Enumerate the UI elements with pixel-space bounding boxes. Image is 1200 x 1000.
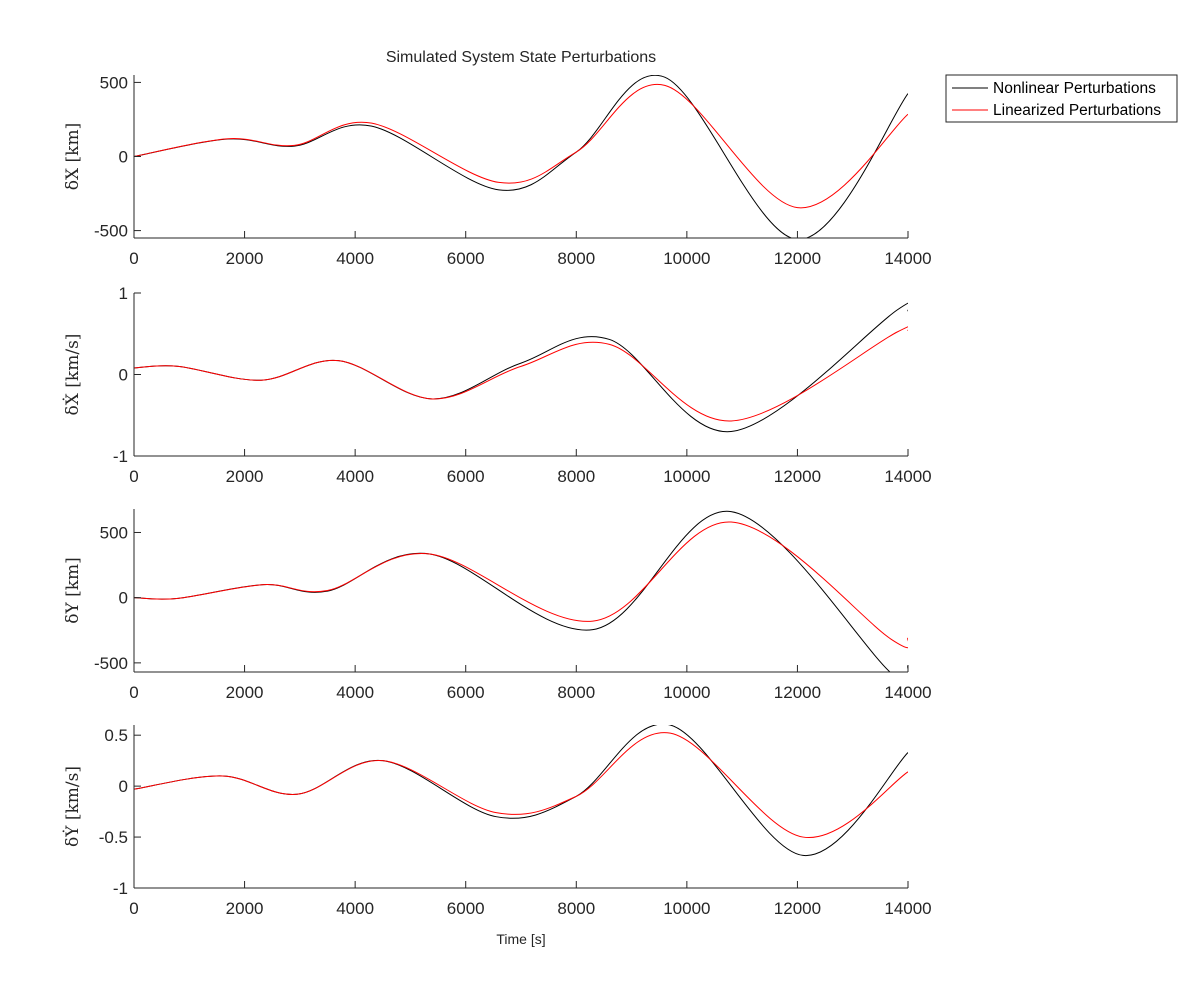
y-tick-label: 0 [119, 777, 128, 796]
legend-label-nonlinear: Nonlinear Perturbations [993, 80, 1156, 97]
legend-label-linearized: Linearized Perturbations [993, 102, 1161, 119]
x-tick-label: 6000 [447, 467, 485, 486]
x-tick-label: 14000 [884, 249, 931, 268]
y-tick-label: 1 [119, 284, 128, 303]
x-tick-label: 2000 [226, 899, 264, 918]
subplot-3: 0 2000 4000 6000 8000 10000 12000 14000-5000500… [63, 509, 932, 702]
x-tick-label: 4000 [336, 249, 374, 268]
subplot-1: 0 2000 4000 6000 8000 10000 12000 14000-5000500… [63, 73, 932, 268]
x-tick-label: 0 [129, 899, 138, 918]
y-axis-label: δX [km] [63, 123, 83, 190]
y-tick-label: -500 [94, 222, 128, 241]
y-tick-label: 0 [119, 589, 128, 608]
x-tick-label: 6000 [447, 249, 485, 268]
x-tick-label: 8000 [557, 249, 595, 268]
x-axis-label: Time [s] [496, 931, 545, 947]
y-tick-label: -1 [113, 879, 128, 898]
x-tick-label: 14000 [884, 683, 931, 702]
legend-box [945, 74, 1178, 123]
series-line-nonlinear [134, 75, 908, 238]
y-tick-label: 0 [119, 148, 128, 167]
x-tick-label: 6000 [447, 683, 485, 702]
x-tick-label: 0 [129, 249, 138, 268]
y-tick-label: -0.5 [99, 828, 128, 847]
x-tick-label: 2000 [226, 467, 264, 486]
x-tick-label: 12000 [774, 899, 821, 918]
x-tick-label: 14000 [884, 899, 931, 918]
x-tick-label: 10000 [663, 249, 710, 268]
y-tick-label: 500 [100, 73, 128, 92]
x-tick-label: 12000 [774, 467, 821, 486]
series-line-linearized [134, 326, 908, 422]
x-tick-label: 8000 [557, 683, 595, 702]
x-tick-label: 10000 [663, 467, 710, 486]
y-axis-label: δẊ [km/s] [62, 334, 83, 416]
x-tick-label: 4000 [336, 683, 374, 702]
x-tick-label: 0 [129, 683, 138, 702]
x-tick-label: 6000 [447, 899, 485, 918]
x-tick-label: 12000 [774, 249, 821, 268]
series-line-linearized [134, 83, 908, 209]
series-line-nonlinear [134, 511, 908, 672]
y-tick-label: -1 [113, 447, 128, 466]
figure-title: Simulated System State Perturbations [386, 49, 656, 66]
subplot-4: 0 2000 4000 6000 8000 10000 12000 14000 -1 -0.5 0 0… [62, 725, 932, 918]
x-tick-label: 4000 [336, 899, 374, 918]
series-line-linearized [134, 521, 908, 648]
x-tick-label: 8000 [557, 899, 595, 918]
y-axis-label: δY [km] [63, 557, 83, 624]
x-tick-label: 10000 [663, 683, 710, 702]
y-tick-label: 0 [119, 366, 128, 385]
series-line-linearized [134, 732, 908, 838]
x-tick-label: 12000 [774, 683, 821, 702]
x-tick-label: 0 [129, 467, 138, 486]
x-tick-label: 2000 [226, 249, 264, 268]
x-tick-label: 4000 [336, 467, 374, 486]
y-axis-label: δẎ [km/s] [62, 766, 83, 847]
y-tick-label: 500 [100, 523, 128, 542]
series-line-nonlinear [134, 725, 908, 856]
series-line-nonlinear [134, 302, 908, 433]
x-tick-label: 8000 [557, 467, 595, 486]
x-tick-label: 10000 [663, 899, 710, 918]
legend: Nonlinear Perturbations Linearized Pertu… [945, 74, 1178, 123]
y-tick-label: 0.5 [104, 726, 128, 745]
x-tick-label: 2000 [226, 683, 264, 702]
x-tick-label: 14000 [884, 467, 931, 486]
y-tick-label: -500 [94, 654, 128, 673]
